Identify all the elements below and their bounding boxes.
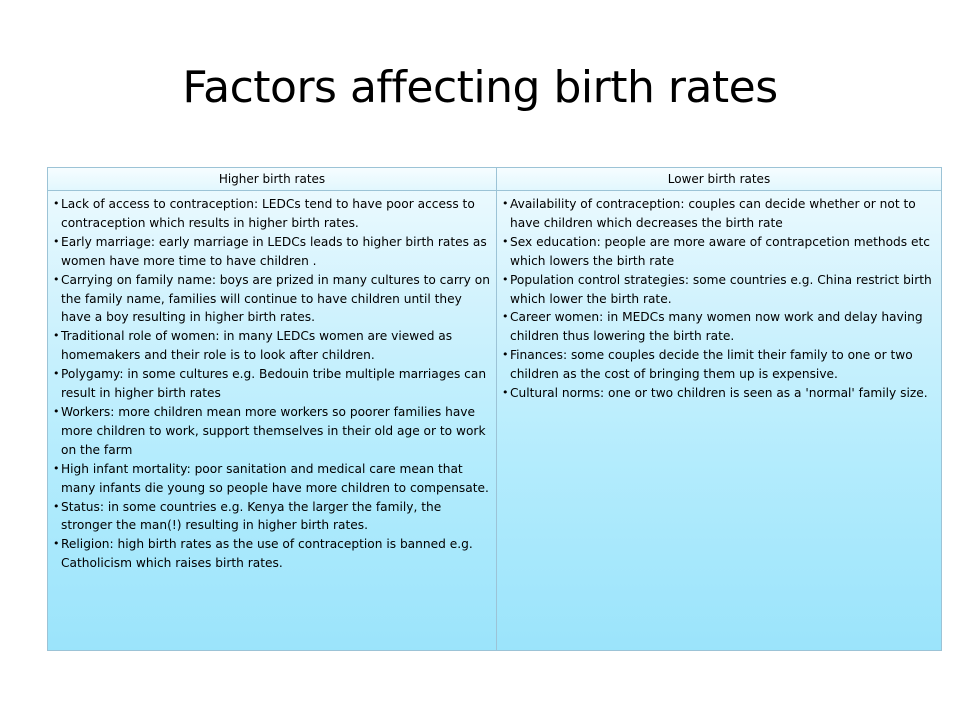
list-item: Population control strategies: some coun… (502, 271, 936, 309)
list-item: Sex education: people are more aware of … (502, 233, 936, 271)
list-item: Carrying on family name: boys are prized… (53, 271, 491, 328)
higher-birth-rates-cell: Lack of access to contraception: LEDCs t… (48, 191, 497, 650)
list-item: Traditional role of women: in many LEDCs… (53, 327, 491, 365)
lower-birth-rates-cell: Availability of contraception: couples c… (497, 191, 941, 650)
slide-title: Factors affecting birth rates (182, 62, 778, 113)
list-item: Cultural norms: one or two children is s… (502, 384, 936, 403)
header-lower-birth-rates: Lower birth rates (497, 168, 941, 191)
list-item: Religion: high birth rates as the use of… (53, 535, 491, 573)
list-item: Career women: in MEDCs many women now wo… (502, 308, 936, 346)
list-item: High infant mortality: poor sanitation a… (53, 460, 491, 498)
list-item: Status: in some countries e.g. Kenya the… (53, 498, 491, 536)
higher-factors-list: Lack of access to contraception: LEDCs t… (53, 195, 491, 573)
list-item: Early marriage: early marriage in LEDCs … (53, 233, 491, 271)
birth-rates-table: Higher birth rates Lower birth rates Lac… (47, 167, 942, 651)
list-item: Finances: some couples decide the limit … (502, 346, 936, 384)
list-item: Lack of access to contraception: LEDCs t… (53, 195, 491, 233)
header-higher-birth-rates: Higher birth rates (48, 168, 497, 191)
list-item: Workers: more children mean more workers… (53, 403, 491, 460)
list-item: Availability of contraception: couples c… (502, 195, 936, 233)
lower-factors-list: Availability of contraception: couples c… (502, 195, 936, 403)
list-item: Polygamy: in some cultures e.g. Bedouin … (53, 365, 491, 403)
